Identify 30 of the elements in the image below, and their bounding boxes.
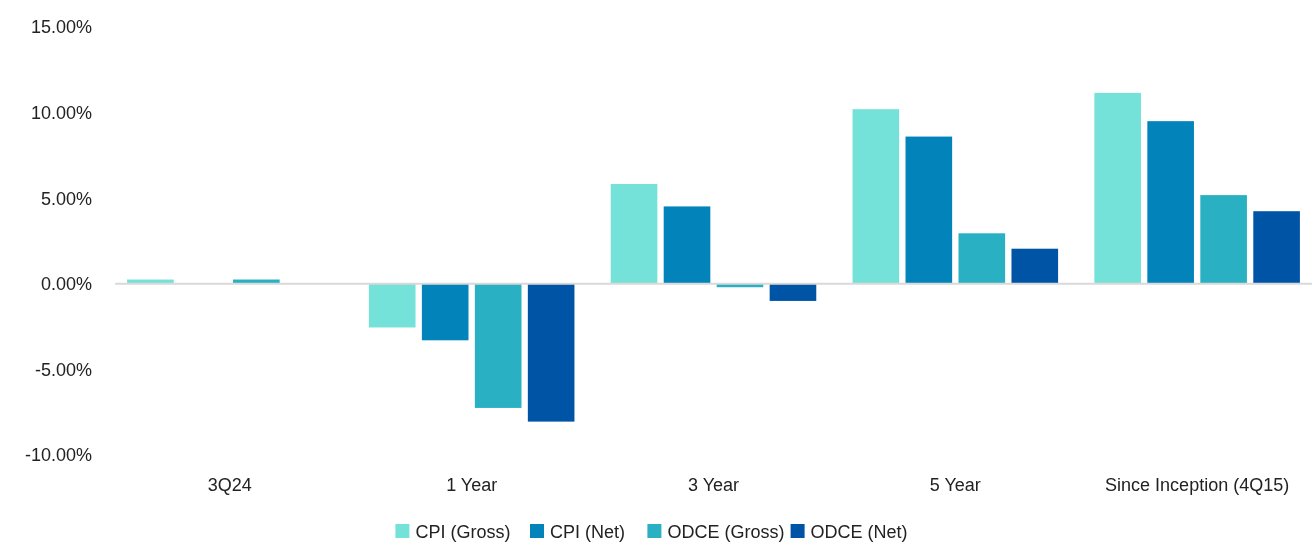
y-tick-label: 0.00%	[40, 274, 92, 295]
bar	[958, 233, 1006, 284]
bar	[1200, 195, 1247, 284]
bar	[474, 283, 522, 408]
bar	[610, 183, 658, 284]
bar	[769, 283, 817, 301]
y-tick-label: 15.00%	[30, 17, 92, 38]
bar	[1253, 211, 1300, 284]
bar	[1094, 92, 1141, 284]
x-tick-label: 5 Year	[929, 475, 981, 495]
bar	[852, 109, 900, 284]
x-tick-label: 1 Year	[446, 475, 498, 495]
bar	[663, 206, 711, 284]
legend-label: ODCE (Net)	[810, 522, 908, 542]
bar	[527, 283, 575, 422]
x-tick-label: 3Q24	[207, 475, 252, 495]
legend-label: CPI (Gross)	[415, 522, 511, 542]
bar	[1011, 248, 1059, 284]
y-tick-label: 5.00%	[40, 188, 92, 209]
y-tick-label: 10.00%	[30, 102, 92, 123]
legend-label: CPI (Net)	[550, 522, 626, 542]
y-tick-label: -5.00%	[34, 359, 92, 380]
x-tick-label: 3 Year	[687, 475, 740, 495]
bar	[1147, 121, 1194, 284]
x-tick-label: Since Inception (4Q15)	[1105, 475, 1290, 495]
y-tick-label: -10.00%	[24, 445, 92, 466]
bar	[421, 283, 469, 341]
bar	[905, 136, 953, 284]
bar	[368, 283, 416, 328]
legend-label: ODCE (Gross)	[667, 522, 785, 542]
